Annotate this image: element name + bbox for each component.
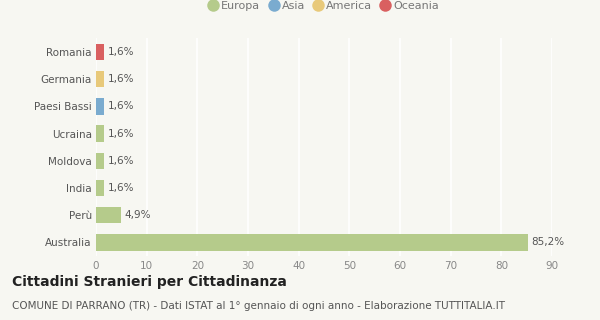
Text: 1,6%: 1,6% [107,156,134,166]
Bar [96,180,104,196]
Bar [96,98,104,115]
Text: COMUNE DI PARRANO (TR) - Dati ISTAT al 1° gennaio di ogni anno - Elaborazione TU: COMUNE DI PARRANO (TR) - Dati ISTAT al 1… [12,301,505,311]
Bar [96,207,121,223]
Text: 4,9%: 4,9% [124,210,151,220]
Legend: Europa, Asia, America, Oceania: Europa, Asia, America, Oceania [205,0,443,16]
Bar [96,234,527,251]
Bar [96,44,104,60]
Text: 1,6%: 1,6% [107,129,134,139]
Text: 1,6%: 1,6% [107,183,134,193]
Bar [96,153,104,169]
Text: 1,6%: 1,6% [107,101,134,111]
Bar [96,71,104,87]
Text: 1,6%: 1,6% [107,74,134,84]
Text: Cittadini Stranieri per Cittadinanza: Cittadini Stranieri per Cittadinanza [12,275,287,289]
Text: 1,6%: 1,6% [107,47,134,57]
Text: 85,2%: 85,2% [531,237,565,247]
Bar [96,125,104,142]
